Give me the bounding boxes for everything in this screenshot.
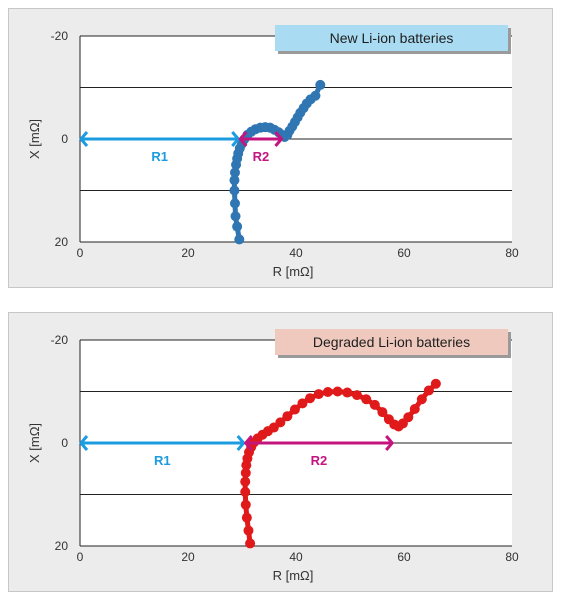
data-point — [245, 538, 256, 549]
x-axis-label: R [mΩ] — [273, 568, 314, 583]
data-point — [240, 476, 251, 487]
data-point — [416, 394, 427, 405]
annotation-label: R1 — [154, 453, 171, 468]
y-tick-label: -20 — [51, 333, 69, 347]
data-point — [332, 386, 343, 397]
chart-panel-degraded: 0 20 40 60 80 -20 0 20 R [mΩ] X [mΩ] R1 R2 Degraded … — [8, 312, 553, 592]
data-point — [369, 399, 380, 410]
data-point — [289, 404, 300, 415]
data-point — [322, 387, 333, 398]
annotation-arrowhead-left — [79, 131, 89, 147]
y-axis-label: X [mΩ] — [27, 423, 42, 463]
x-tick-label: 80 — [505, 550, 519, 564]
y-tick-label: 20 — [55, 235, 69, 249]
annotation-label: R2 — [253, 149, 270, 164]
data-point — [313, 389, 324, 400]
x-tick-label: 80 — [505, 246, 519, 260]
data-point — [229, 198, 240, 209]
x-tick-label: 0 — [77, 550, 84, 564]
data-point — [409, 404, 420, 415]
data-point — [232, 221, 243, 232]
annotation-arrowhead-left — [243, 435, 253, 451]
x-axis-label: R [mΩ] — [273, 264, 314, 279]
data-point — [423, 385, 434, 396]
annotation-arrowhead-left — [79, 435, 89, 451]
x-tick-label: 20 — [181, 550, 195, 564]
data-point — [282, 411, 293, 422]
data-point — [305, 393, 316, 404]
annotation-label: R1 — [151, 149, 168, 164]
y-tick-label: 20 — [55, 539, 69, 553]
data-point — [315, 79, 326, 90]
data-point — [240, 499, 251, 510]
data-point — [229, 175, 240, 186]
data-point — [229, 167, 240, 178]
chart-degraded-li-ion: 0 20 40 60 80 -20 0 20 R [mΩ] X [mΩ] R1 R2 Degraded … — [27, 329, 519, 583]
data-point — [361, 394, 372, 405]
title-badge — [275, 25, 508, 51]
x-tick-label: 40 — [289, 550, 303, 564]
x-tick-label: 40 — [289, 246, 303, 260]
title-badge — [275, 329, 508, 355]
y-axis-label: X [mΩ] — [27, 119, 42, 159]
data-point — [240, 486, 251, 497]
data-point — [297, 398, 308, 409]
chart-new-li-ion: 0 20 40 60 80 -20 0 20 R [mΩ] X [mΩ] R1 R2 New Li-io… — [27, 25, 519, 279]
x-tick-label: 60 — [397, 550, 411, 564]
annotation-label: R2 — [311, 453, 328, 468]
data-point — [234, 234, 245, 245]
chart-title: Degraded Li-ion batteries — [313, 334, 470, 350]
data-point — [240, 467, 251, 478]
data-point — [275, 417, 286, 428]
x-tick-label: 20 — [181, 246, 195, 260]
x-tick-label: 60 — [397, 246, 411, 260]
y-tick-label: -20 — [51, 29, 69, 43]
data-point — [342, 387, 353, 398]
annotation-arrowhead-right — [231, 131, 241, 147]
y-tick-label: 0 — [61, 436, 68, 450]
x-tick-label: 0 — [77, 246, 84, 260]
data-point — [229, 185, 240, 196]
data-point — [352, 390, 363, 401]
chart-title: New Li-ion batteries — [330, 30, 454, 46]
data-point — [377, 407, 388, 418]
data-point — [310, 90, 321, 101]
data-point — [230, 211, 241, 222]
annotation-arrowhead-left — [238, 131, 248, 147]
y-tick-label: 0 — [61, 132, 68, 146]
data-point — [430, 378, 441, 389]
annotation-arrowhead-right — [385, 435, 395, 451]
data-point — [241, 512, 252, 523]
annotation-arrowhead-right — [274, 131, 284, 147]
data-point — [403, 412, 414, 423]
data-point — [243, 525, 254, 536]
chart-panel-new: 0 20 40 60 80 -20 0 20 R [mΩ] X [mΩ] R1 R2 New Li-io… — [8, 8, 553, 288]
annotation-arrowhead-right — [236, 435, 246, 451]
